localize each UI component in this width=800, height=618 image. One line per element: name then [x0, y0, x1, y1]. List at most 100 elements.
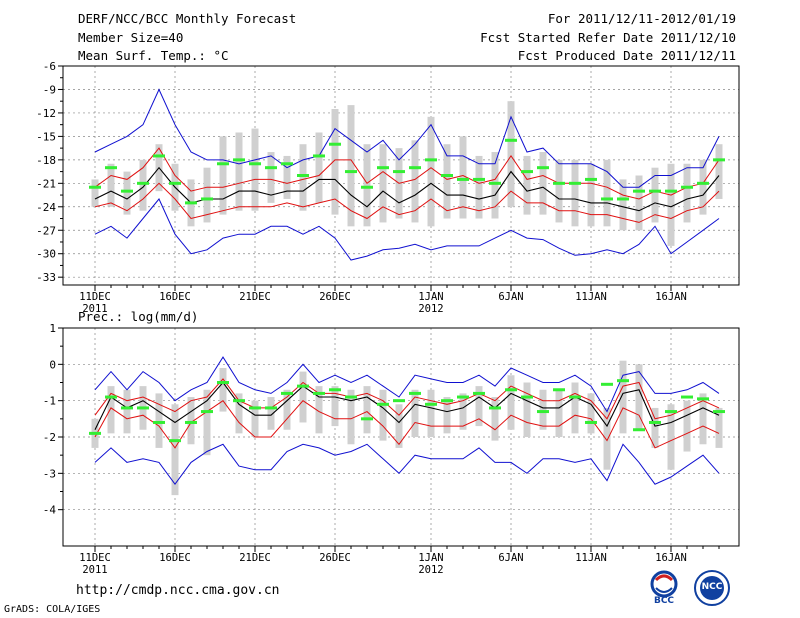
- prec-spread-box: [315, 386, 323, 434]
- temp-ytick-label: -21: [36, 177, 56, 190]
- prec-spread-box: [443, 397, 451, 434]
- grads-credit: GrADS: COLA/IGES: [4, 604, 101, 615]
- temp-spread-box: [475, 155, 483, 219]
- temp-spread-box: [555, 159, 563, 223]
- prec-ytick-label: 0: [49, 358, 56, 371]
- temp-ytick-label: -33: [36, 271, 56, 284]
- temp-xtick-label: 11DEC: [79, 291, 111, 303]
- temp-ytick-label: -15: [36, 130, 56, 143]
- temp-spread-box: [619, 179, 627, 231]
- prec-spread-box: [107, 386, 115, 434]
- fcst-started-date: Fcst Started Refer Date 2011/12/10: [480, 30, 736, 45]
- member-size: Member Size=40: [78, 30, 184, 45]
- temp-spread-box: [411, 140, 419, 223]
- precipitation-panel-title: Prec.: log(mm/d): [78, 309, 199, 324]
- temp-xtick-label: 1JAN: [418, 291, 443, 303]
- temp-xtick-label: 16DEC: [159, 291, 191, 303]
- temp-ytick-label: -9: [43, 83, 56, 96]
- prec-spread-box: [491, 397, 499, 441]
- prec-spread-box: [651, 407, 659, 448]
- temp-spread-box: [603, 159, 611, 227]
- temp-xtick-sublabel: 2012: [418, 303, 443, 315]
- prec-ytick-label: 1: [49, 322, 56, 335]
- prec-xtick-label: 6JAN: [498, 552, 523, 564]
- temp-xtick-label: 16JAN: [655, 291, 687, 303]
- prec-spread-box: [715, 407, 723, 448]
- prec-spread-box: [283, 389, 291, 430]
- prec-xtick-label: 11DEC: [79, 552, 111, 564]
- prec-spread-box: [299, 371, 307, 423]
- prec-spread-box: [379, 389, 387, 441]
- prec-spread-box: [619, 360, 627, 434]
- prec-ytick-label: -3: [43, 467, 56, 480]
- prec-xtick-label: 11JAN: [575, 552, 607, 564]
- prec-spread-box: [571, 382, 579, 434]
- temp-spread-box: [635, 175, 643, 231]
- temp-spread-box: [235, 132, 243, 211]
- temp-spread-box: [587, 163, 595, 227]
- prec-ytick-label: -2: [43, 431, 56, 444]
- prec-xtick-label: 16JAN: [655, 552, 687, 564]
- prec-spread-box: [363, 386, 371, 434]
- bcc-logo: BCC: [642, 568, 686, 608]
- temp-upper-line: [94, 147, 720, 200]
- temp-frame: [62, 65, 740, 286]
- source-url[interactable]: http://cmdp.ncc.cma.gov.cn: [76, 583, 280, 598]
- temp-spread-box: [651, 167, 659, 223]
- prec-spread-box: [683, 400, 691, 452]
- prec-spread-box: [555, 389, 563, 437]
- temp-spread-box: [539, 152, 547, 215]
- temp-spread-box: [299, 144, 307, 211]
- temp-spread-box: [91, 179, 99, 207]
- bcc-logo-icon: [650, 570, 678, 598]
- ncc-logo-icon: [694, 570, 730, 606]
- temp-ytick-label: -27: [36, 224, 56, 237]
- temp-spread-box: [459, 136, 467, 219]
- temp-spread-box: [363, 144, 371, 227]
- temp-spread-box: [347, 105, 355, 227]
- temp-spread-box: [331, 109, 339, 215]
- prec-spread-box: [699, 393, 707, 445]
- prec-min-line: [94, 443, 720, 486]
- prec-xtick-label: 21DEC: [239, 552, 271, 564]
- temp-ytick-label: -12: [36, 107, 56, 120]
- temp-spread-box: [523, 155, 531, 215]
- temp-spread-box: [219, 136, 227, 215]
- prec-spread-box: [667, 404, 675, 470]
- temp-spread-box: [315, 132, 323, 203]
- prec-xtick-sublabel: 2011: [82, 564, 107, 576]
- ncc-logo-text: NCC: [701, 582, 723, 592]
- prec-spread-box: [331, 386, 339, 427]
- prec-spread-box: [251, 400, 259, 437]
- temp-lower-line: [94, 182, 720, 223]
- prec-spread-box: [523, 382, 531, 437]
- temp-xtick-label: 21DEC: [239, 291, 271, 303]
- temp-ytick-label: -24: [36, 201, 56, 214]
- fcst-produced-date: Fcst Produced Date 2011/12/11: [517, 48, 736, 63]
- temp-spread-box: [491, 152, 499, 219]
- prec-spread-box: [587, 393, 595, 434]
- temp-spread-box: [123, 171, 131, 215]
- prec-spread-box: [187, 397, 195, 445]
- prec-xtick-sublabel: 2012: [418, 564, 443, 576]
- prec-spread-box: [475, 386, 483, 427]
- prec-spread-box: [219, 367, 227, 412]
- temp-xtick-label: 6JAN: [498, 291, 523, 303]
- prec-xtick-label: 1JAN: [418, 552, 443, 564]
- prec-ytick-label: -4: [43, 504, 57, 517]
- temp-spread-box: [571, 159, 579, 227]
- temp-spread-box: [715, 144, 723, 199]
- forecast-period: For 2011/12/11-2012/01/19: [547, 11, 736, 26]
- temp-ytick-label: -18: [36, 154, 56, 167]
- temp-spread-box: [683, 163, 691, 223]
- prec-mean-line: [94, 381, 720, 430]
- temp-spread-box: [699, 159, 707, 215]
- prec-ytick-label: -1: [43, 395, 56, 408]
- temp-ytick-label: -30: [36, 248, 56, 261]
- temp-xtick-sublabel: 2011: [82, 303, 107, 315]
- prec-spread-box: [459, 393, 467, 430]
- prec-spread-box: [347, 389, 355, 445]
- temp-spread-box: [379, 144, 387, 223]
- prec-spread-box: [507, 375, 515, 430]
